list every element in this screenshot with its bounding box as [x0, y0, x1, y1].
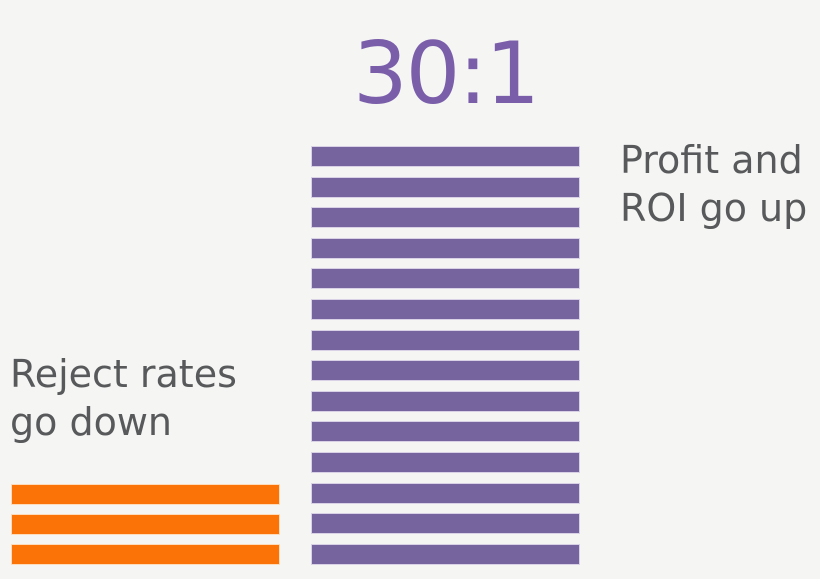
- reject-rates-bar: [11, 484, 280, 565]
- bar-stripe: [311, 299, 580, 321]
- bar-stripe: [311, 237, 580, 259]
- reject-rates-label: Reject rates go down: [10, 352, 237, 444]
- bar-stripe: [311, 176, 580, 198]
- bar-stripe: [311, 329, 580, 351]
- bar-stripe: [311, 452, 580, 474]
- bar-stripe: [311, 513, 580, 535]
- profit-roi-bar: [311, 146, 580, 565]
- profit-roi-label: Profit and ROI go up: [620, 138, 808, 230]
- bar-stripe: [311, 482, 580, 504]
- bar-stripe: [11, 484, 280, 505]
- bar-stripe: [311, 146, 580, 167]
- bar-stripe: [11, 544, 280, 565]
- bar-stripe: [311, 268, 580, 290]
- bar-stripe: [11, 514, 280, 535]
- ratio-value-heading: 30:1: [352, 24, 540, 124]
- bar-stripe: [311, 360, 580, 382]
- bar-stripe: [311, 543, 580, 565]
- bar-stripe: [311, 207, 580, 229]
- bar-stripe: [311, 390, 580, 412]
- bar-stripe: [311, 421, 580, 443]
